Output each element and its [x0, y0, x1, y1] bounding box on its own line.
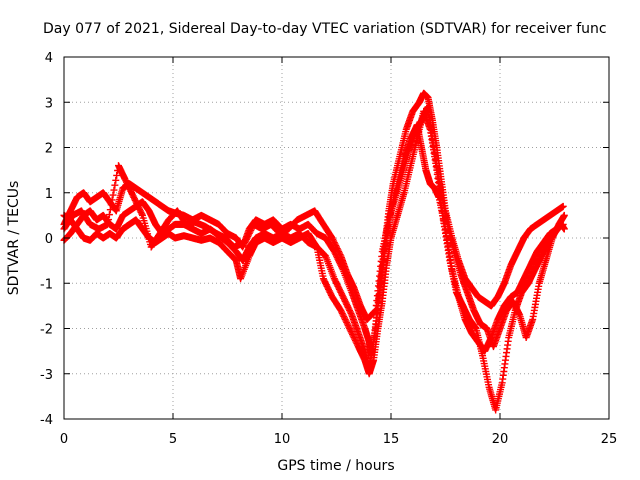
y-tick-label: -3: [40, 368, 53, 383]
y-tick-label: 0: [45, 232, 53, 247]
data-point: [105, 211, 113, 219]
x-tick-label: 0: [60, 432, 68, 447]
data-point: [111, 181, 119, 189]
x-tick-label: 10: [274, 432, 291, 447]
data-point: [138, 210, 146, 218]
data-point: [370, 308, 378, 316]
y-ticks-layer: -4 -3 -2 -1 0 1 2 3 4: [40, 51, 609, 428]
data-point: [106, 206, 114, 214]
chart-title: Day 077 of 2021, Sidereal Day-to-day VTE…: [43, 21, 607, 37]
x-ticks-layer: 0 5 10 15 20 25: [60, 57, 617, 447]
series-track-d: [60, 103, 568, 351]
series-layer: [60, 89, 568, 414]
data-point: [312, 242, 320, 250]
y-tick-label: 4: [45, 51, 53, 66]
data-point: [109, 191, 117, 199]
x-tick-label: 25: [601, 432, 618, 447]
data-point: [112, 176, 120, 184]
y-axis-label: SDTVAR / TECUs: [6, 181, 22, 296]
data-point: [110, 186, 118, 194]
y-tick-label: -1: [40, 277, 53, 292]
x-tick-label: 5: [169, 432, 177, 447]
y-tick-label: -2: [40, 323, 53, 338]
data-point: [560, 225, 568, 233]
data-point: [113, 171, 121, 179]
y-tick-label: 2: [45, 142, 53, 157]
data-point: [371, 307, 379, 315]
y-tick-label: -4: [40, 413, 53, 428]
x-axis-label: GPS time / hours: [277, 458, 394, 474]
y-tick-label: 3: [45, 96, 53, 111]
y-tick-label: 1: [45, 187, 53, 202]
x-tick-label: 15: [383, 432, 400, 447]
data-point: [107, 201, 115, 209]
data-point: [108, 196, 116, 204]
data-point: [560, 211, 568, 219]
x-tick-label: 20: [492, 432, 509, 447]
data-point: [105, 216, 113, 224]
data-point: [104, 220, 112, 228]
data-point: [559, 202, 567, 210]
